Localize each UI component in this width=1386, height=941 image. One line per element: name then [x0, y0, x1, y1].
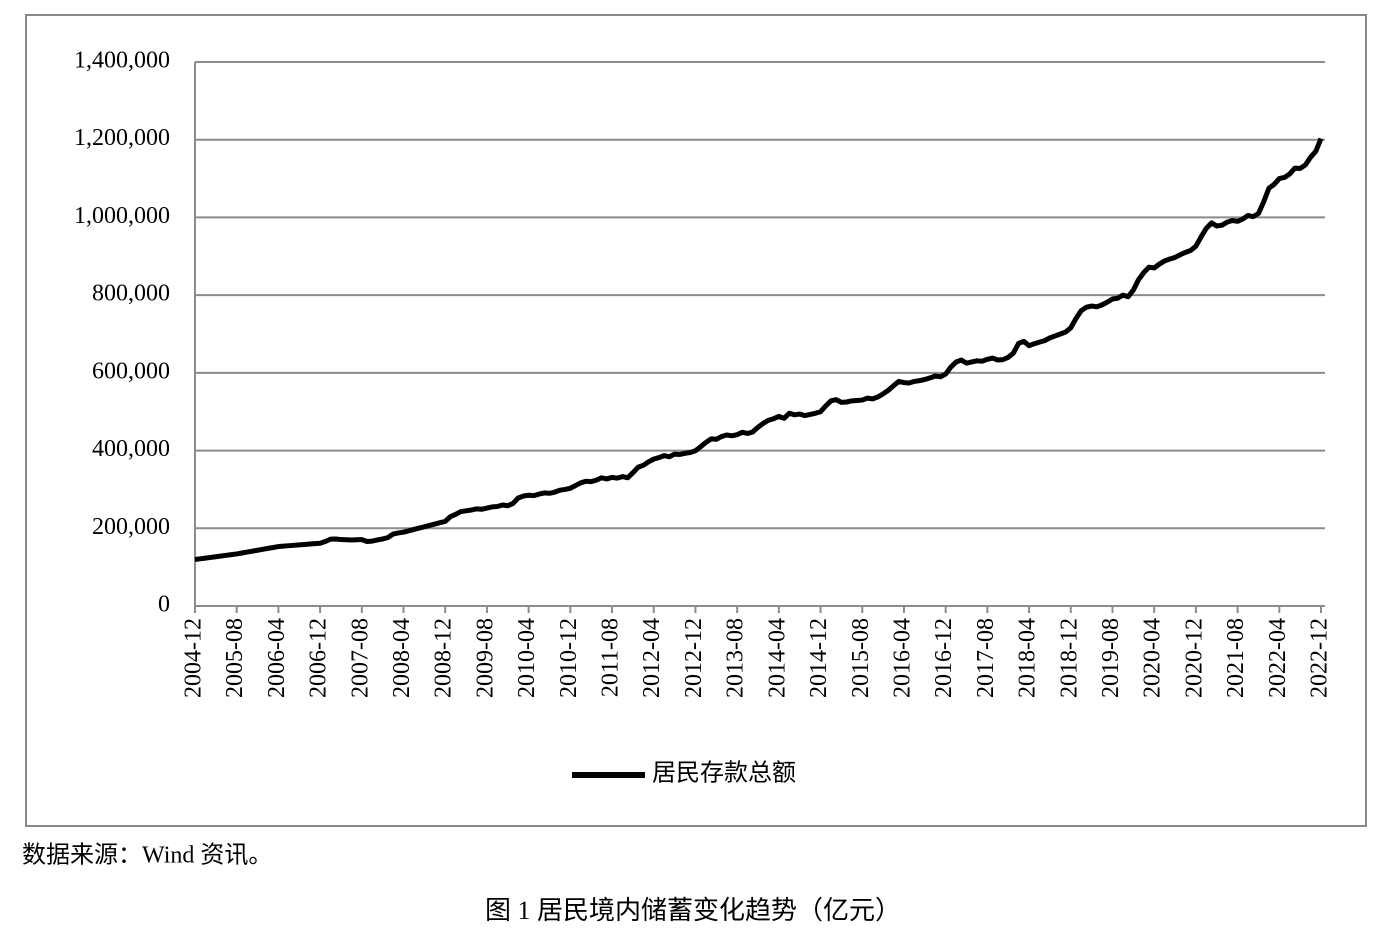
x-tick-label: 2022-04	[1265, 618, 1291, 698]
x-tick-label: 2020-12	[1181, 618, 1207, 698]
y-tick-label: 0	[158, 592, 170, 618]
y-tick-label: 400,000	[92, 436, 170, 462]
source-note: 数据来源：Wind 资讯。	[22, 842, 272, 869]
y-tick-label: 1,000,000	[74, 203, 170, 229]
y-tick-label: 200,000	[92, 514, 170, 540]
x-tick-label: 2006-12	[306, 618, 332, 698]
x-tick-label: 2012-12	[681, 618, 707, 698]
x-tick-label: 2009-08	[472, 618, 498, 698]
y-tick-label: 600,000	[92, 358, 170, 384]
caption: 图 1 居民境内储蓄变化趋势（亿元）	[485, 896, 901, 925]
x-tick-label: 2004-12	[181, 618, 207, 698]
x-tick-label: 2022-12	[1307, 618, 1333, 698]
x-tick-label: 2016-04	[889, 618, 915, 698]
x-tick-label: 2015-08	[848, 618, 874, 698]
x-tick-label: 2006-04	[264, 618, 290, 698]
x-tick-label: 2005-08	[222, 618, 248, 698]
x-tick-label: 2020-04	[1140, 618, 1166, 698]
x-tick-label: 2021-08	[1223, 618, 1249, 698]
legend-label: 居民存款总额	[652, 760, 796, 787]
y-tick-label: 1,200,000	[74, 125, 170, 151]
x-tick-label: 2014-04	[764, 618, 790, 698]
x-tick-label: 2011-08	[598, 618, 624, 697]
x-tick-label: 2018-12	[1056, 618, 1082, 698]
x-tick-label: 2008-12	[431, 618, 457, 698]
x-tick-label: 2017-08	[973, 618, 999, 698]
x-tick-label: 2014-12	[806, 618, 832, 698]
x-tick-label: 2010-04	[514, 618, 540, 698]
x-tick-label: 2012-04	[639, 618, 665, 698]
data-line	[194, 137, 1324, 563]
x-tick-label: 2018-04	[1015, 618, 1041, 698]
x-tick-label: 2013-08	[723, 618, 749, 698]
x-tick-label: 2008-04	[389, 618, 415, 698]
chart-frame	[25, 14, 1367, 827]
y-tick-label: 1,400,000	[74, 48, 170, 74]
y-tick-label: 800,000	[92, 281, 170, 307]
x-tick-label: 2010-12	[556, 618, 582, 698]
x-tick-label: 2019-08	[1098, 618, 1124, 698]
x-tick-label: 2016-12	[931, 618, 957, 698]
x-tick-label: 2007-08	[347, 618, 373, 698]
